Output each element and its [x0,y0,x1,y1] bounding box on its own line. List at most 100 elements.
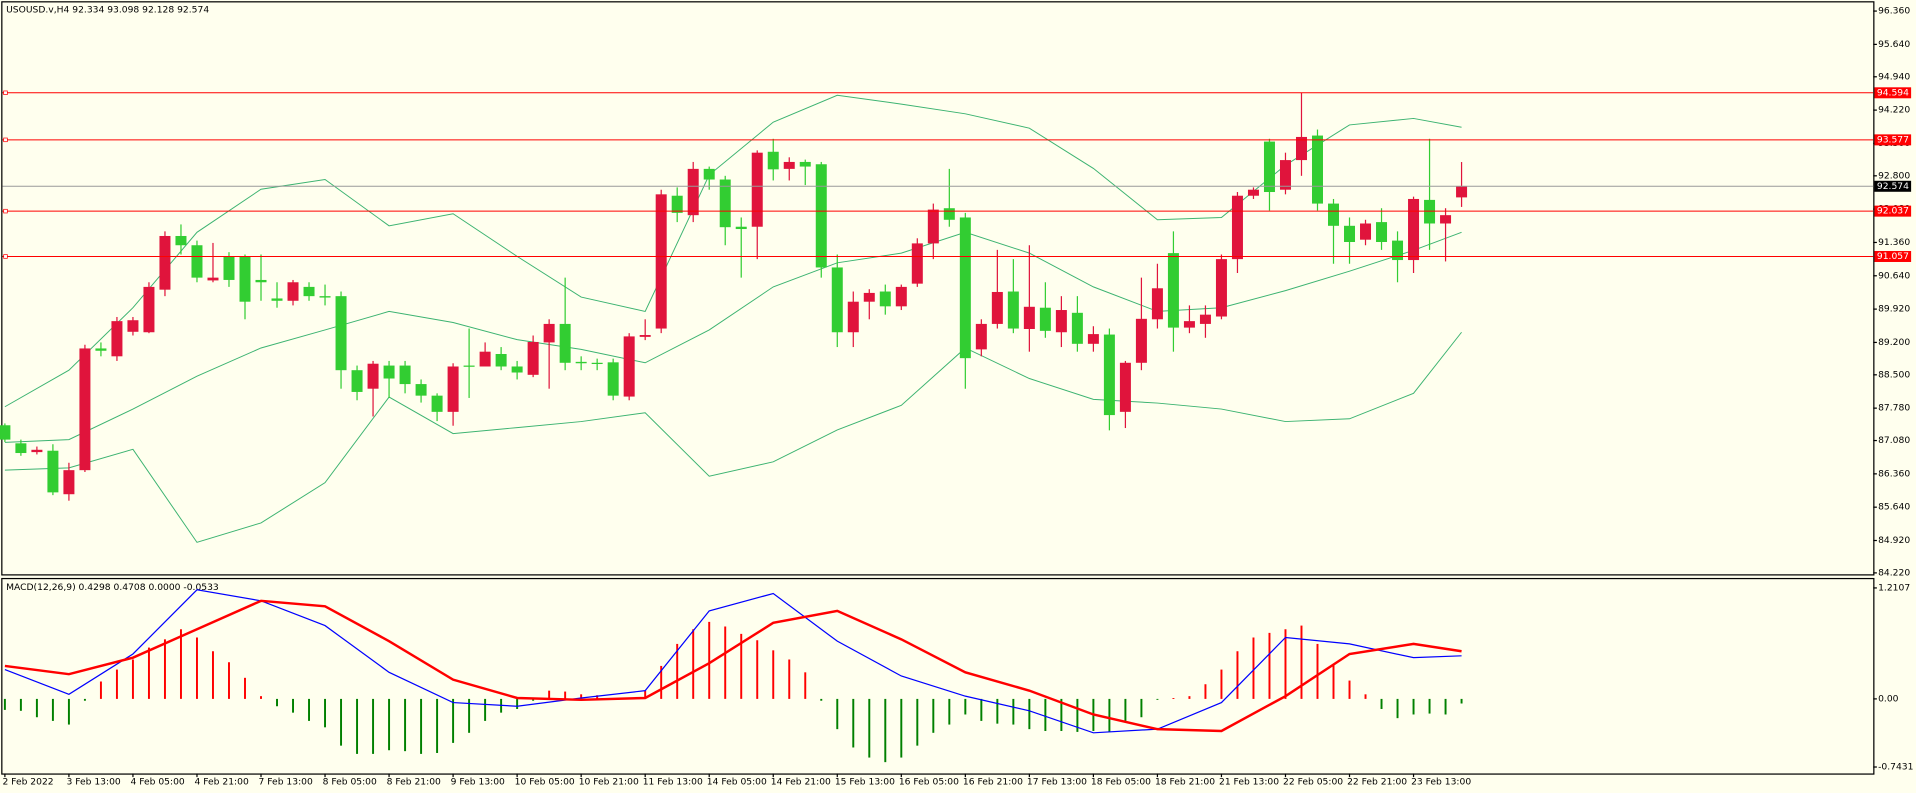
candle-body [415,384,427,396]
price-label: 92.574 [1877,181,1909,192]
candle-body [431,395,443,412]
candle-body [991,291,1003,324]
x-tick-label: 10 Feb 21:00 [579,777,639,788]
candle-body [607,362,619,396]
candle-body [703,168,715,180]
candle-body [1055,310,1067,333]
candle-body [1071,312,1083,344]
y-tick-label: 94.940 [1878,71,1910,82]
y-tick-label: 96.360 [1878,6,1910,17]
level-label: 92.037 [1877,206,1909,217]
candle-body [0,425,11,440]
level-label-box [1874,205,1912,217]
x-tick-label: 7 Feb 13:00 [259,777,313,788]
y-tick-label: 95.640 [1878,39,1910,50]
y-tick-label: 87.080 [1878,435,1910,446]
candle-body [495,353,507,367]
candle-body [591,362,603,365]
y-tick-label: 0.00 [1878,693,1899,704]
level-label: 93.577 [1877,134,1909,145]
candle-body [335,296,347,371]
candle-body [383,365,395,379]
y-tick-label: 84.920 [1878,535,1910,546]
candle-body [1103,334,1115,416]
candle-body [511,366,523,373]
candle-body [783,161,795,169]
candle-body [1039,307,1051,331]
macd-line [4,589,1462,734]
y-tick-label: 89.920 [1878,304,1910,315]
candle-body [351,370,363,392]
y-tick-label: 92.800 [1878,170,1910,181]
level-handle [3,90,8,95]
price-panel [1,1,1875,576]
y-tick-label: 87.780 [1878,403,1910,414]
candle-body [95,348,107,351]
candle-body [527,341,539,375]
candle-body [1392,240,1404,261]
candle-body [239,256,251,302]
candle-body [1247,189,1259,196]
candle-body [463,365,475,367]
candle-body [79,348,91,471]
y-tick-label: 85.640 [1878,502,1910,513]
candle-body [447,366,459,412]
y-tick-label: 89.200 [1878,337,1910,348]
candle-body [399,365,411,385]
x-tick-label: 11 Feb 13:00 [643,777,703,788]
candle-body [559,323,571,363]
macd-panel [1,577,1875,775]
x-tick-label: 23 Feb 13:00 [1411,777,1471,788]
x-tick-label: 16 Feb 05:00 [899,777,959,788]
candle-body [207,277,219,281]
candle-body [767,151,779,170]
candle-body [143,286,155,333]
candle-body [1376,222,1388,243]
candle-body [1007,291,1019,329]
price-label-box [1874,180,1912,192]
x-tick-label: 3 Feb 13:00 [66,777,120,788]
candle-body [879,291,891,307]
bollinger-middle [4,231,1462,443]
x-tick-label: 8 Feb 21:00 [387,777,441,788]
y-tick-label: 88.500 [1878,369,1910,380]
candle-body [47,450,59,493]
y-tick-label: 91.360 [1878,237,1910,248]
candle-body [319,296,331,298]
x-tick-label: 16 Feb 21:00 [963,777,1023,788]
candle-body [639,335,651,337]
candle-body [671,195,683,213]
x-tick-label: 14 Feb 05:00 [707,777,767,788]
candle-body [303,286,315,297]
candle-body [255,279,267,283]
candle-body [127,320,139,332]
candle-body [719,179,731,228]
level-handle [3,208,8,214]
candle-body [271,298,283,301]
x-tick-label: 14 Feb 21:00 [771,777,831,788]
candle-body [367,363,379,389]
x-tick-label: 17 Feb 13:00 [1027,777,1087,788]
candle-body [1440,215,1452,224]
candle-body [1199,314,1211,324]
macd-title: MACD(12,26,9) 0.4298 0.4708 0.0000 -0.05… [6,582,219,593]
candle-body [287,282,299,301]
x-tick-label: 4 Feb 21:00 [195,777,249,788]
candle-body [1360,223,1372,240]
candle-body [159,235,171,290]
y-tick-label: 86.360 [1878,468,1910,479]
candle-body [1023,306,1035,330]
x-tick-label: 22 Feb 05:00 [1283,777,1343,788]
candle-body [1151,288,1163,320]
candle-body [1311,135,1323,204]
y-tick-label: 90.640 [1878,270,1910,281]
candle-body [895,286,907,307]
candle-body [1167,253,1179,328]
x-tick-label: 22 Feb 21:00 [1347,777,1407,788]
candle-body [863,292,875,302]
x-tick-label: 18 Feb 05:00 [1091,777,1151,788]
candle-body [911,243,923,284]
